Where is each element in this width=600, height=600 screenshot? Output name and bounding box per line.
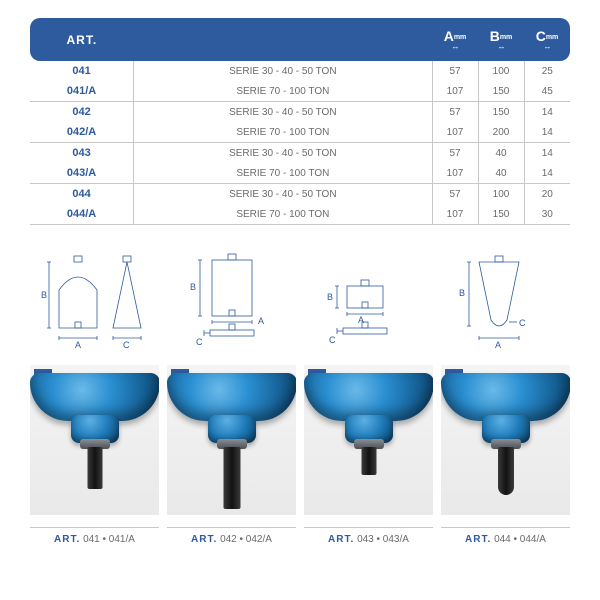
- hydraulic-body: [441, 373, 570, 421]
- cell-b: 100: [478, 184, 524, 205]
- cell-desc: SERIE 30 - 40 - 50 TON: [134, 102, 432, 123]
- cell-desc: SERIE 70 - 100 TON: [134, 204, 432, 225]
- table-row: 042SERIE 30 - 40 - 50 TON5715014: [30, 102, 570, 123]
- cell-c: 30: [524, 204, 570, 225]
- diagram-row: B A C: [30, 243, 570, 355]
- cell-desc: SERIE 30 - 40 - 50 TON: [134, 61, 432, 81]
- dim-label-c: C: [519, 318, 526, 328]
- dim-label-c: C: [196, 337, 203, 347]
- cell-c: 20: [524, 184, 570, 205]
- cell-b: 40: [478, 143, 524, 164]
- dim-label-a: A: [258, 316, 264, 326]
- cell-b: 150: [478, 204, 524, 225]
- cell-c: 14: [524, 163, 570, 184]
- product-photo: B: [167, 365, 296, 515]
- cell-b: 150: [478, 102, 524, 123]
- table-row: 044/ASERIE 70 - 100 TON10715030: [30, 204, 570, 225]
- table-body: 041SERIE 30 - 40 - 50 TON5710025041/ASER…: [30, 61, 570, 225]
- caption: ART. 041 • 041/A: [30, 527, 159, 545]
- dim-label-b: B: [327, 292, 333, 302]
- cell-c: 14: [524, 102, 570, 123]
- photo-row: ABCD: [30, 365, 570, 515]
- table-row: 041/ASERIE 70 - 100 TON10715045: [30, 81, 570, 102]
- cell-c: 14: [524, 143, 570, 164]
- hydraulic-body: [167, 373, 296, 421]
- diagram-043: B A C: [300, 243, 433, 355]
- cell-art: 044/A: [30, 204, 134, 225]
- cell-a: 107: [432, 122, 478, 143]
- table-row: 041SERIE 30 - 40 - 50 TON5710025: [30, 61, 570, 81]
- cell-a: 57: [432, 61, 478, 81]
- table-row: 043SERIE 30 - 40 - 50 TON574014: [30, 143, 570, 164]
- table-row: 042/ASERIE 70 - 100 TON10720014: [30, 122, 570, 143]
- cell-desc: SERIE 70 - 100 TON: [134, 81, 432, 102]
- diagram-042: B A C: [167, 243, 300, 355]
- dim-label-c: C: [123, 340, 130, 350]
- cell-b: 150: [478, 81, 524, 102]
- hydraulic-body: [30, 373, 159, 421]
- cell-art: 043/A: [30, 163, 134, 184]
- cell-art: 044: [30, 184, 134, 205]
- cell-desc: SERIE 30 - 40 - 50 TON: [134, 143, 432, 164]
- table-row: 043/ASERIE 70 - 100 TON1074014: [30, 163, 570, 184]
- diagram-041: B A C: [34, 243, 167, 355]
- cell-b: 100: [478, 61, 524, 81]
- dim-label-b: B: [459, 288, 465, 298]
- header-dim-a: Amm ↔: [432, 18, 478, 61]
- cell-a: 107: [432, 81, 478, 102]
- cell-desc: SERIE 70 - 100 TON: [134, 163, 432, 184]
- caption: ART. 043 • 043/A: [304, 527, 433, 545]
- caption: ART. 042 • 042/A: [167, 527, 296, 545]
- cell-art: 041: [30, 61, 134, 81]
- tool-bit: [361, 447, 376, 475]
- header-dim-b: Bmm ↔: [478, 18, 524, 61]
- cell-desc: SERIE 30 - 40 - 50 TON: [134, 184, 432, 205]
- caption: ART. 044 • 044/A: [441, 527, 570, 545]
- cell-a: 107: [432, 163, 478, 184]
- product-photo: A: [30, 365, 159, 515]
- cell-art: 042/A: [30, 122, 134, 143]
- tool-bit: [223, 447, 240, 509]
- dim-label-a: A: [75, 340, 81, 350]
- hydraulic-body: [304, 373, 433, 421]
- cell-art: 042: [30, 102, 134, 123]
- header-desc: [134, 18, 432, 61]
- diagram-044: B A C: [433, 243, 566, 355]
- dim-label-b: B: [190, 282, 196, 292]
- cell-a: 107: [432, 204, 478, 225]
- dim-label-a: A: [357, 315, 363, 325]
- spec-table: ART. Amm ↔ Bmm ↔ Cmm ↔ 041SERIE 30 - 40 …: [30, 18, 570, 225]
- cell-b: 200: [478, 122, 524, 143]
- dim-label-a: A: [495, 340, 501, 350]
- table-row: 044SERIE 30 - 40 - 50 TON5710020: [30, 184, 570, 205]
- cell-a: 57: [432, 102, 478, 123]
- tool-bit: [87, 447, 102, 489]
- cell-art: 043: [30, 143, 134, 164]
- tool-bit: [498, 447, 514, 495]
- cell-c: 14: [524, 122, 570, 143]
- cell-b: 40: [478, 163, 524, 184]
- cell-desc: SERIE 70 - 100 TON: [134, 122, 432, 143]
- dim-label-b: B: [41, 290, 47, 300]
- header-dim-c: Cmm ↔: [524, 18, 570, 61]
- header-art: ART.: [30, 18, 134, 61]
- product-photo: D: [441, 365, 570, 515]
- cell-c: 45: [524, 81, 570, 102]
- cell-art: 041/A: [30, 81, 134, 102]
- product-photo: C: [304, 365, 433, 515]
- captions-row: ART. 041 • 041/A ART. 042 • 042/A ART. 043…: [30, 527, 570, 545]
- cell-a: 57: [432, 143, 478, 164]
- cell-a: 57: [432, 184, 478, 205]
- cell-c: 25: [524, 61, 570, 81]
- dim-label-c: C: [329, 335, 336, 345]
